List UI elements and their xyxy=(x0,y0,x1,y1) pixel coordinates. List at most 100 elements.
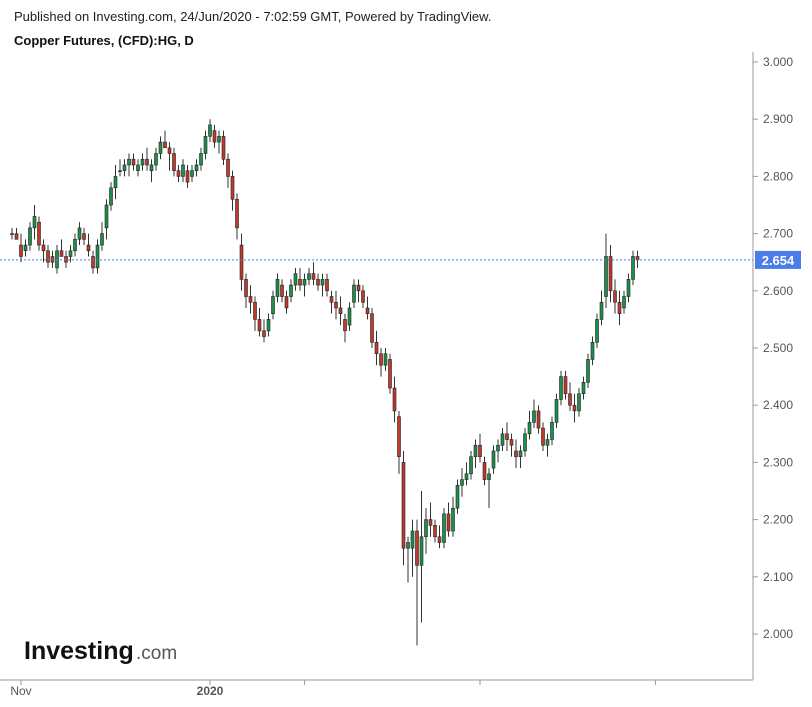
candle xyxy=(122,159,127,177)
candle-body xyxy=(271,296,275,314)
candle-body xyxy=(487,473,491,480)
candle xyxy=(275,273,280,303)
candle xyxy=(509,433,514,457)
candle xyxy=(23,239,28,257)
candle xyxy=(626,273,631,303)
candle xyxy=(127,153,131,177)
candle xyxy=(235,193,239,240)
candle-body xyxy=(275,279,280,297)
candle-body xyxy=(50,256,55,263)
y-tick-label: 2.500 xyxy=(763,341,793,355)
logo-suffix-text: .com xyxy=(136,643,177,664)
candle xyxy=(221,130,226,165)
candle xyxy=(631,250,635,286)
last-price-badge xyxy=(755,250,801,269)
candle-body xyxy=(217,136,221,143)
candle xyxy=(73,233,77,257)
candle xyxy=(154,147,158,171)
candle xyxy=(442,508,446,549)
candle-body xyxy=(244,279,248,297)
candle-body xyxy=(307,273,311,280)
candle xyxy=(302,273,307,297)
candle-body xyxy=(635,256,640,261)
candle-body xyxy=(595,319,599,343)
candle-body xyxy=(86,244,91,252)
candle xyxy=(500,428,505,451)
price-axis[interactable]: 3.000 2.900 2.800 2.700 2.600 2.500 2.400 2.300… xyxy=(752,52,793,680)
candle xyxy=(554,393,559,429)
candle-body xyxy=(604,256,608,297)
candle-body xyxy=(532,410,536,423)
candle-body xyxy=(181,164,185,177)
candle xyxy=(311,262,316,286)
candle-body xyxy=(473,444,478,457)
candle xyxy=(536,405,541,434)
candle xyxy=(199,147,203,171)
y-tick-label: 2.800 xyxy=(763,169,793,183)
candle-body xyxy=(410,530,415,549)
candle-body xyxy=(32,216,37,229)
candle-body xyxy=(428,519,433,526)
candle-body xyxy=(469,456,473,475)
candle-body xyxy=(221,136,226,160)
candle xyxy=(145,147,149,171)
candle-body xyxy=(127,158,131,166)
candle xyxy=(248,285,253,314)
candle-body xyxy=(23,244,28,252)
candle-body xyxy=(248,296,253,303)
candle-body xyxy=(397,416,401,457)
candle xyxy=(496,439,500,463)
candle-body xyxy=(464,473,469,480)
y-tick-label: 2.600 xyxy=(763,284,793,298)
candle xyxy=(329,290,334,314)
x-tick-label: Nov xyxy=(10,684,31,698)
candle xyxy=(379,348,383,377)
candle xyxy=(406,536,410,583)
candle xyxy=(545,433,550,457)
candle xyxy=(244,273,248,308)
candle xyxy=(559,370,563,406)
candle-body xyxy=(586,359,590,383)
candle-body xyxy=(37,221,41,246)
candle xyxy=(226,153,230,188)
candle-body xyxy=(608,256,613,292)
candle xyxy=(208,119,212,143)
candle xyxy=(446,502,451,537)
y-tick-label: 2.900 xyxy=(763,112,793,126)
candle-body xyxy=(136,164,140,171)
candle xyxy=(113,164,118,200)
candle xyxy=(635,250,640,268)
candle xyxy=(365,296,370,320)
candle xyxy=(410,519,415,577)
candle-body xyxy=(361,290,365,303)
x-tick-label: 2020 xyxy=(197,684,224,698)
candle-body xyxy=(41,244,46,252)
last-price-label: 2.654 xyxy=(762,253,795,268)
candle xyxy=(32,205,37,240)
candle-body xyxy=(262,330,266,337)
candle xyxy=(50,250,55,268)
candle-body xyxy=(257,319,262,332)
candle xyxy=(325,273,329,297)
candle-body xyxy=(163,141,167,149)
candle xyxy=(262,319,266,343)
candle xyxy=(230,170,235,211)
candle-body xyxy=(172,153,176,171)
candle xyxy=(478,433,482,463)
candle-body xyxy=(496,444,500,452)
candle-body xyxy=(338,307,343,314)
candle-body xyxy=(284,296,289,309)
candle xyxy=(361,285,365,308)
candle xyxy=(185,164,190,188)
candle-body xyxy=(568,393,572,406)
candle xyxy=(158,136,163,160)
candle-body xyxy=(320,279,325,286)
time-axis[interactable]: Nov 2020 xyxy=(0,679,753,698)
candle-body xyxy=(518,450,523,457)
candle xyxy=(518,445,523,469)
candle xyxy=(176,164,181,183)
candle xyxy=(95,239,100,274)
candle xyxy=(91,250,95,274)
candle xyxy=(568,382,572,411)
candle xyxy=(271,290,275,320)
